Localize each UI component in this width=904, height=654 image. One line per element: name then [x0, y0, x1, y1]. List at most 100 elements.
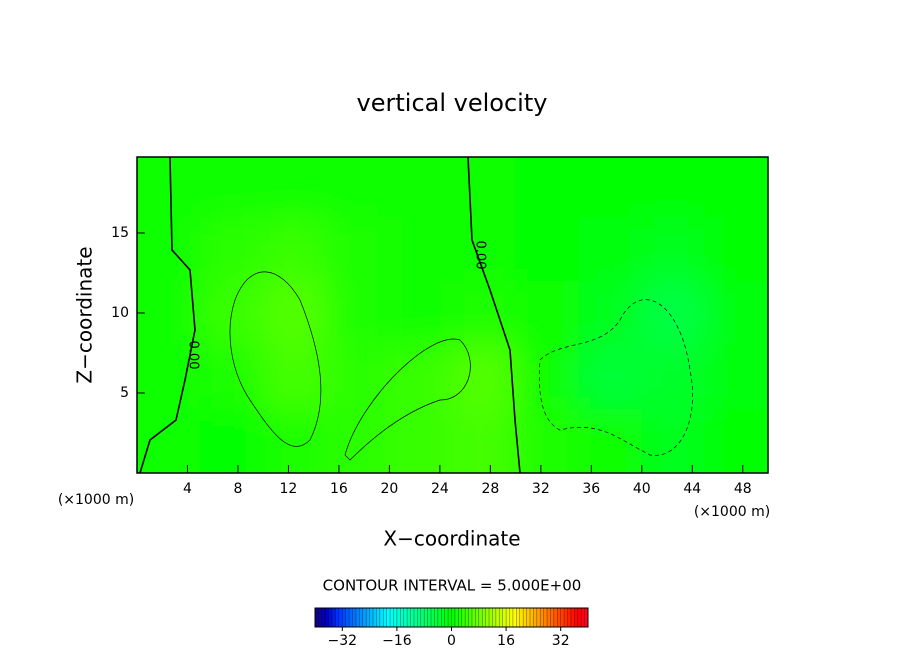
colorbar-segment — [564, 608, 568, 627]
colorbar-segment — [540, 608, 544, 627]
colorbar-segment — [386, 608, 391, 627]
colorbar-segment — [448, 608, 452, 627]
colorbar-tick-label: 16 — [497, 633, 515, 649]
colorbar-segment — [574, 608, 579, 627]
contour-negative — [539, 299, 693, 456]
colorbar-segment — [332, 608, 336, 627]
field-cell — [704, 217, 768, 281]
contour — [229, 271, 322, 447]
x-unit-label: (×1000 m) — [694, 504, 770, 520]
zero-contour — [467, 156, 521, 474]
colorbar-segment — [338, 608, 343, 627]
field-cell — [641, 157, 705, 217]
y-tick-label: 5 — [120, 385, 129, 401]
colorbar-segment — [471, 608, 476, 627]
colorbar-segment — [485, 608, 490, 627]
field-cell — [389, 345, 453, 409]
colorbar-segment — [390, 608, 394, 627]
colorbar-segment — [403, 608, 408, 627]
colorbar-segment — [506, 608, 510, 627]
field-cell — [326, 217, 390, 281]
colorbar-segment — [335, 608, 340, 627]
colorbar-segment — [499, 608, 503, 627]
colorbar-segment — [431, 608, 435, 627]
field-cell — [452, 217, 516, 281]
field-cell — [263, 217, 327, 281]
colorbar-segment — [396, 608, 401, 627]
field-cell — [641, 345, 705, 409]
contour-label: 0.00 — [473, 241, 488, 270]
field-cell — [137, 345, 201, 409]
field-cell — [578, 345, 642, 409]
field-cell — [200, 157, 264, 217]
colorbar-segment — [536, 608, 541, 627]
field-cell — [578, 157, 642, 217]
colorbar-segment — [407, 608, 411, 627]
field-blur — [137, 157, 768, 473]
y-tick-label: 15 — [111, 225, 129, 241]
colorbar-segment — [315, 608, 319, 627]
colorbar-segment — [437, 608, 442, 627]
colorbar-segment — [373, 608, 377, 627]
field-cell — [515, 281, 579, 345]
colorbar-tick-label: −16 — [382, 633, 412, 649]
field-cell — [452, 157, 516, 217]
plot-frame — [136, 156, 769, 474]
y-axis-label: Z−coordinate — [73, 246, 97, 383]
colorbar-segment — [577, 608, 582, 627]
x-axis-label: X−coordinate — [383, 527, 520, 551]
x-tick-label: 40 — [633, 481, 651, 497]
colorbar-segment — [410, 608, 415, 627]
colorbar-segment — [342, 608, 347, 627]
colorbar-tick-label: 32 — [552, 633, 570, 649]
colorbar-segment — [482, 608, 486, 627]
field-cell — [452, 409, 516, 473]
y-tick-label: 10 — [111, 305, 129, 321]
colorbar: −32 −16 0 16 32 — [314, 607, 589, 649]
field-cell — [452, 281, 516, 345]
x-tick-label: 4 — [183, 481, 192, 497]
colorbar-segment — [461, 608, 466, 627]
field-cell — [326, 409, 390, 473]
field-cell — [137, 281, 201, 345]
x-tick-label: 20 — [380, 481, 398, 497]
field — [137, 157, 768, 473]
colorbar-segment — [417, 608, 422, 627]
colorbar-segment — [458, 608, 463, 627]
colorbar-segment — [567, 608, 572, 627]
contour-interval: CONTOUR INTERVAL = 5.000E+00 — [323, 577, 582, 595]
field-cell — [263, 409, 327, 473]
contour — [344, 338, 471, 461]
colorbar-segment — [560, 608, 565, 627]
x-tick-label: 8 — [233, 481, 242, 497]
colorbar-segment — [349, 608, 353, 627]
chart-title: vertical velocity — [357, 89, 548, 117]
colorbar-segment — [454, 608, 459, 627]
field-cell — [641, 217, 705, 281]
x-tick-label: 24 — [431, 481, 449, 497]
colorbar-segment — [512, 608, 517, 627]
colorbar-segment — [345, 608, 350, 627]
field-cell — [200, 345, 264, 409]
colorbar-segment — [366, 608, 370, 627]
colorbar-segment — [475, 608, 480, 627]
field-cell — [641, 409, 705, 473]
field-cell — [263, 281, 327, 345]
colorbar-segment — [383, 608, 387, 627]
colorbar-segment — [325, 608, 329, 627]
field-cell — [263, 345, 327, 409]
field-cell — [389, 217, 453, 281]
colorbar-segment — [355, 608, 360, 627]
field-cell — [641, 281, 705, 345]
field-cell — [263, 157, 327, 217]
x-tick-label: 36 — [582, 481, 600, 497]
colorbar-segment — [434, 608, 439, 627]
colorbar-segment — [393, 608, 398, 627]
x-tick-label: 48 — [734, 481, 752, 497]
colorbar-tick-label: 0 — [447, 633, 456, 649]
zero-contour — [139, 156, 196, 474]
colorbar-segment — [444, 608, 449, 627]
colorbar-segment — [523, 608, 527, 627]
colorbar-segment — [495, 608, 500, 627]
